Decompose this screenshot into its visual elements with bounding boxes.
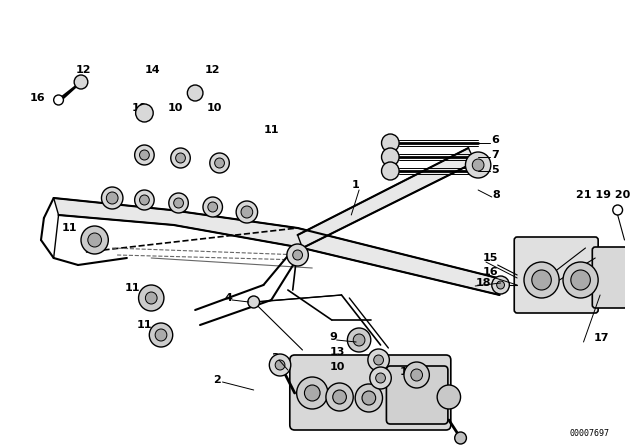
Circle shape <box>236 201 258 223</box>
Circle shape <box>376 373 385 383</box>
Circle shape <box>571 270 590 290</box>
Text: 2: 2 <box>212 375 220 385</box>
Circle shape <box>348 328 371 352</box>
Circle shape <box>139 285 164 311</box>
Circle shape <box>370 367 391 389</box>
Text: 14: 14 <box>145 65 160 75</box>
Text: 10: 10 <box>132 103 147 113</box>
Circle shape <box>81 226 108 254</box>
Circle shape <box>381 134 399 152</box>
Circle shape <box>333 390 346 404</box>
Circle shape <box>106 192 118 204</box>
Circle shape <box>362 391 376 405</box>
FancyBboxPatch shape <box>387 366 448 424</box>
Circle shape <box>145 292 157 304</box>
Text: 6: 6 <box>491 135 499 145</box>
Circle shape <box>524 262 559 298</box>
Circle shape <box>134 145 154 165</box>
Text: 11: 11 <box>136 320 152 330</box>
Circle shape <box>355 384 383 412</box>
Text: 9: 9 <box>330 332 338 342</box>
Circle shape <box>169 193 188 213</box>
Circle shape <box>210 153 229 173</box>
Circle shape <box>208 202 218 212</box>
Circle shape <box>275 360 285 370</box>
Circle shape <box>149 323 173 347</box>
Text: 7: 7 <box>491 150 499 160</box>
Text: 16: 16 <box>29 93 45 103</box>
Circle shape <box>532 270 551 290</box>
FancyBboxPatch shape <box>592 247 627 308</box>
Text: 5: 5 <box>491 165 499 175</box>
Circle shape <box>214 158 225 168</box>
Circle shape <box>296 377 328 409</box>
Circle shape <box>454 432 467 444</box>
Circle shape <box>102 187 123 209</box>
Circle shape <box>381 162 399 180</box>
Text: 13: 13 <box>330 347 345 357</box>
Circle shape <box>292 250 303 260</box>
Text: 11: 11 <box>61 223 77 233</box>
Circle shape <box>612 205 623 215</box>
Circle shape <box>134 190 154 210</box>
Circle shape <box>155 329 167 341</box>
Text: 10: 10 <box>207 103 222 113</box>
Circle shape <box>404 362 429 388</box>
Text: 11: 11 <box>264 125 279 135</box>
Circle shape <box>140 195 149 205</box>
Text: 16: 16 <box>483 267 499 277</box>
Circle shape <box>437 385 461 409</box>
Circle shape <box>326 383 353 411</box>
FancyBboxPatch shape <box>514 237 598 313</box>
Circle shape <box>305 385 320 401</box>
Text: 3: 3 <box>271 353 279 363</box>
Text: 10: 10 <box>168 103 183 113</box>
Text: 11: 11 <box>400 367 415 377</box>
Circle shape <box>188 85 203 101</box>
Circle shape <box>472 159 484 171</box>
Text: 10: 10 <box>330 362 345 372</box>
Text: 8: 8 <box>493 190 500 200</box>
Circle shape <box>203 197 223 217</box>
Text: 4: 4 <box>225 293 232 303</box>
Polygon shape <box>298 148 476 248</box>
Circle shape <box>241 206 253 218</box>
Circle shape <box>411 369 422 381</box>
Text: 00007697: 00007697 <box>570 429 610 438</box>
Text: 17: 17 <box>593 333 609 343</box>
Circle shape <box>353 334 365 346</box>
Circle shape <box>381 148 399 166</box>
FancyBboxPatch shape <box>290 355 451 430</box>
Circle shape <box>140 150 149 160</box>
Circle shape <box>287 244 308 266</box>
Circle shape <box>497 281 504 289</box>
Text: 11: 11 <box>125 283 140 293</box>
Circle shape <box>269 354 291 376</box>
Circle shape <box>374 355 383 365</box>
Circle shape <box>492 276 509 294</box>
Circle shape <box>465 152 491 178</box>
Circle shape <box>88 233 102 247</box>
Text: 21 19 20: 21 19 20 <box>576 190 630 200</box>
Circle shape <box>171 148 190 168</box>
Circle shape <box>368 349 389 371</box>
Text: 1: 1 <box>351 180 359 190</box>
Text: 15: 15 <box>483 253 499 263</box>
Circle shape <box>54 95 63 105</box>
Polygon shape <box>54 198 500 295</box>
Circle shape <box>248 296 260 308</box>
Text: 18: 18 <box>476 278 492 288</box>
Text: 12: 12 <box>76 65 92 75</box>
Circle shape <box>173 198 184 208</box>
Circle shape <box>175 153 186 163</box>
Circle shape <box>563 262 598 298</box>
Circle shape <box>136 104 153 122</box>
Text: 12: 12 <box>205 65 220 75</box>
Circle shape <box>74 75 88 89</box>
